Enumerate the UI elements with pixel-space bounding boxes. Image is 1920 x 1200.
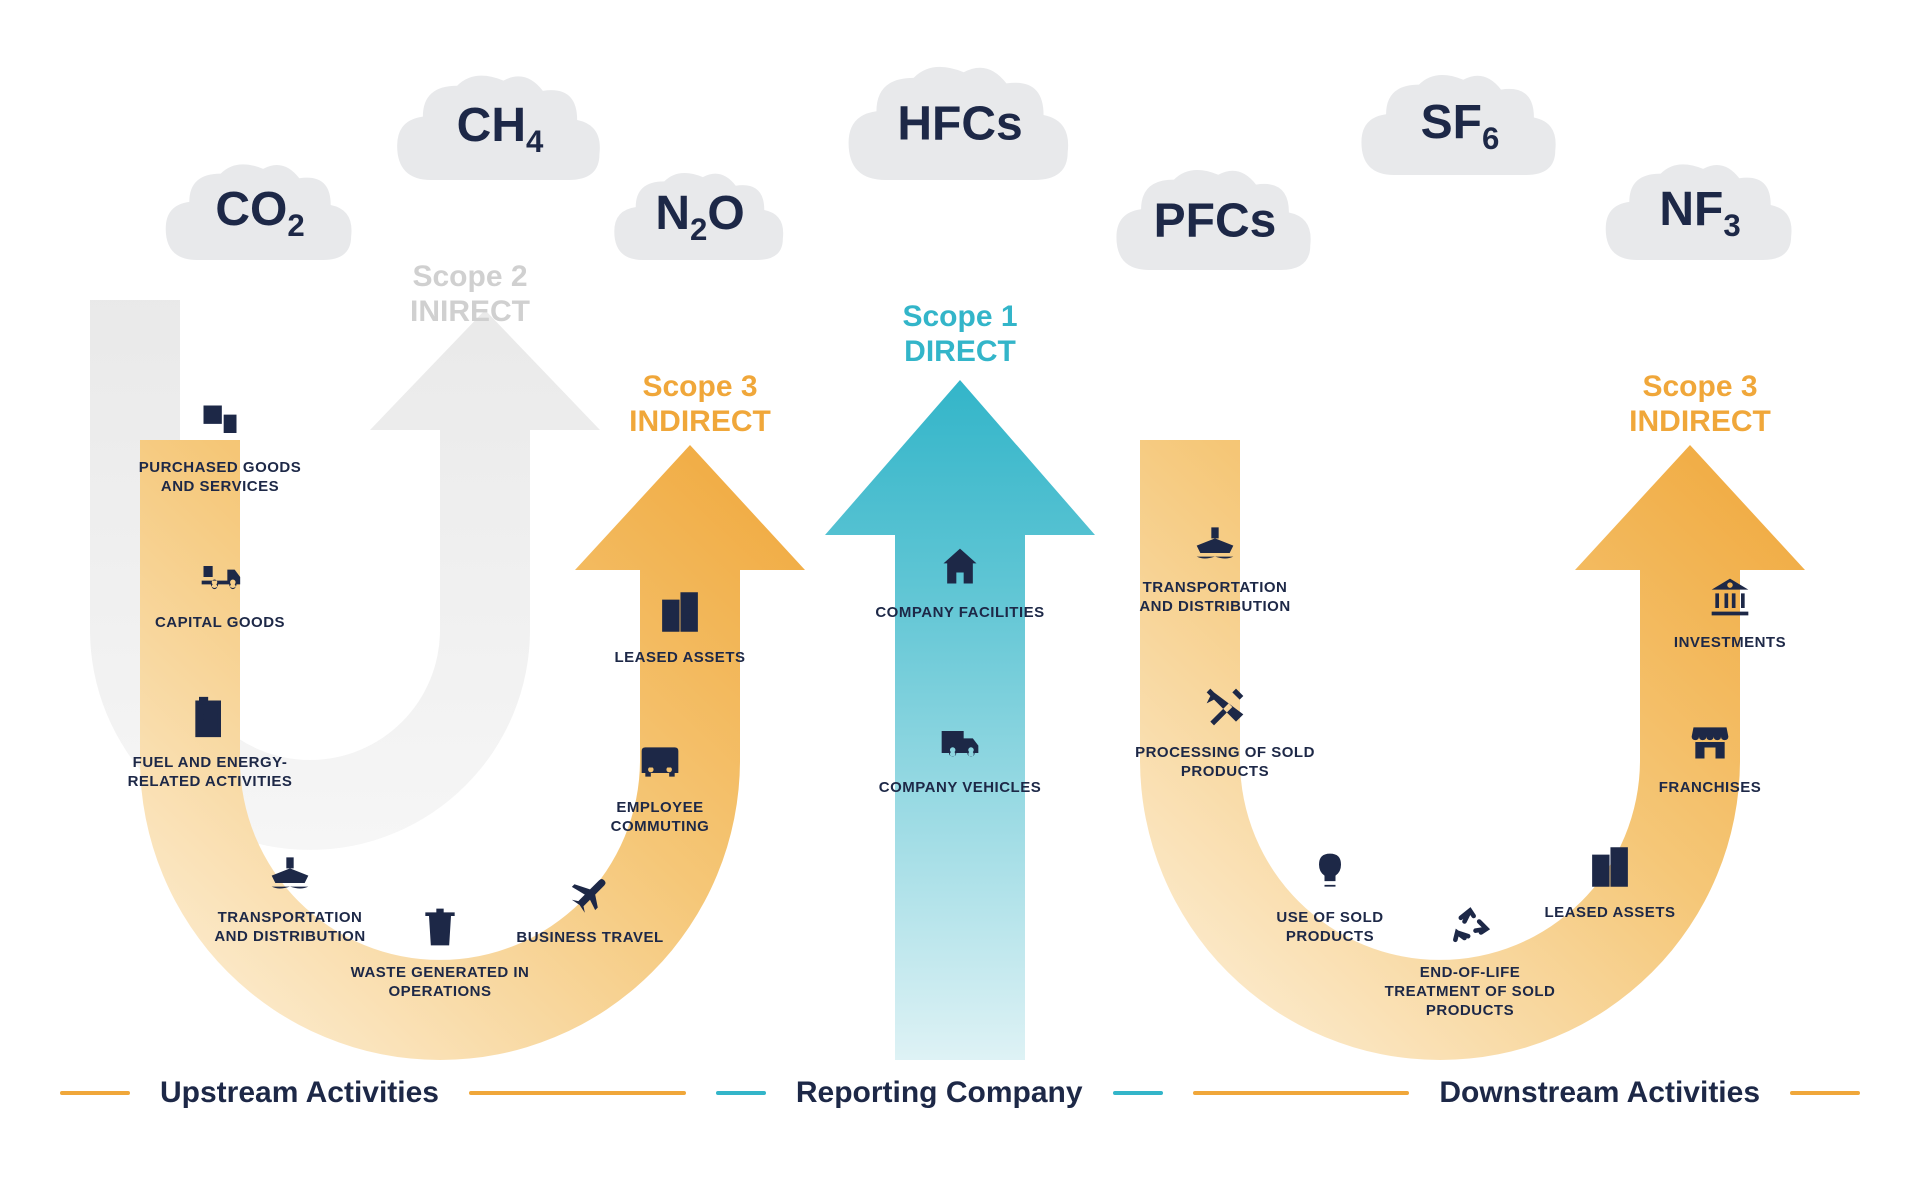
cloud-ch4: CH4 (380, 60, 620, 197)
cat-purchased-goods: PURCHASED GOODS AND SERVICES (130, 400, 310, 497)
cat-leased-upstream: LEASED ASSETS (590, 590, 770, 668)
scope3-right-label: Scope 3 INDIRECT (1620, 370, 1780, 439)
cloud-hfcs: HFCs (830, 50, 1090, 199)
buildings-icon (590, 590, 770, 643)
footer-line-right (1790, 1091, 1860, 1095)
cat-transport-downstream: TRANSPORTATION AND DISTRIBUTION (1125, 520, 1305, 617)
bank-icon (1640, 575, 1820, 628)
cat-business-travel: BUSINESS TRAVEL (500, 870, 680, 948)
cat-processing: PROCESSING OF SOLD PRODUCTS (1135, 685, 1315, 782)
cat-franchises: FRANCHISES (1620, 720, 1800, 798)
footer-line (469, 1091, 686, 1095)
footer-center-label: Reporting Company (796, 1076, 1083, 1110)
cat-capital-goods: CAPITAL GOODS (130, 555, 310, 633)
footer-line-left (60, 1091, 130, 1095)
truck-flat-icon (130, 555, 310, 608)
scope1-label: Scope 1 DIRECT (890, 300, 1030, 369)
footer-line (1113, 1091, 1163, 1095)
footer-line (1193, 1091, 1410, 1095)
cloud-n2o: N2O (600, 160, 800, 274)
cat-employee-commuting: EMPLOYEE COMMUTING (570, 740, 750, 837)
cat-company-vehicles: COMPANY VEHICLES (870, 720, 1050, 798)
footer-downstream-label: Downstream Activities (1439, 1076, 1760, 1110)
cloud-nf3: NF3 (1590, 150, 1810, 276)
tools-icon (1135, 685, 1315, 738)
cloud-sf6: SF6 (1345, 60, 1575, 191)
footer: Upstream Activities Reporting Company Do… (60, 1076, 1860, 1110)
footer-line (716, 1091, 766, 1095)
scope2-label: Scope 2 INIRECT (390, 260, 550, 329)
cat-company-facilities: COMPANY FACILITIES (870, 545, 1050, 623)
store-icon (1620, 720, 1800, 773)
cloud-co2: CO2 (150, 150, 370, 276)
cloud-pfcs: PFCs (1100, 155, 1330, 286)
bus-icon (570, 740, 750, 793)
plane-icon (500, 870, 680, 923)
buildings-icon (1520, 845, 1700, 898)
cat-fuel-energy: FUEL AND ENERGY-RELATED ACTIVITIES (120, 695, 300, 792)
ship-icon (1125, 520, 1305, 573)
truck-icon (870, 720, 1050, 773)
cat-leased-downstream: LEASED ASSETS (1520, 845, 1700, 923)
cat-investments: INVESTMENTS (1640, 575, 1820, 653)
ship-icon (200, 850, 380, 903)
fuel-icon (120, 695, 300, 748)
building-house-icon (870, 545, 1050, 598)
footer-upstream-label: Upstream Activities (160, 1076, 439, 1110)
boxes-icon (130, 400, 310, 453)
scope3-left-label: Scope 3 INDIRECT (620, 370, 780, 439)
bulb-icon (1240, 850, 1420, 903)
